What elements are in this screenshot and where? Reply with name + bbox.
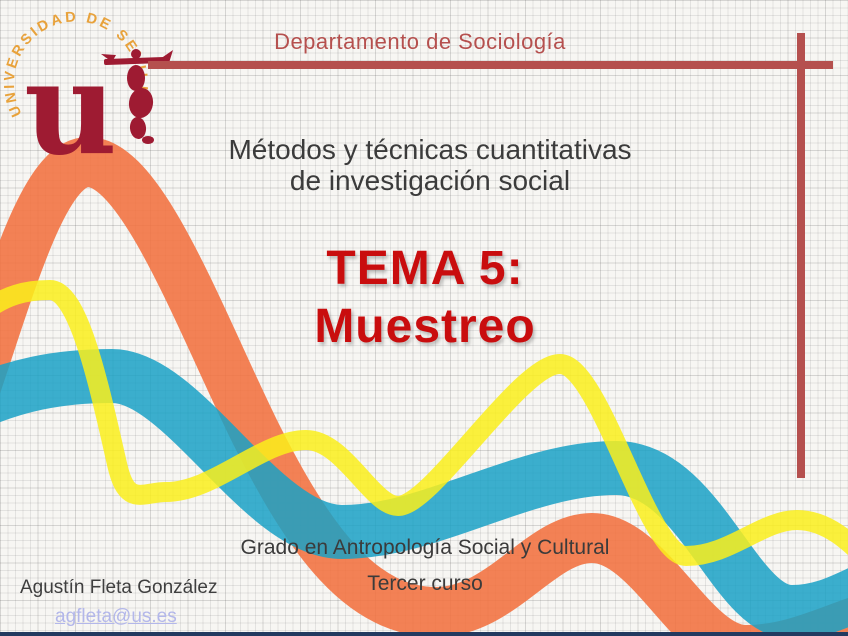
department-header: Departamento de Sociología	[274, 29, 566, 54]
author-email: agfleta@us.es	[55, 606, 315, 628]
logo-letter-u: u	[24, 34, 117, 175]
degree-line: Grado en Antropología Social y Cultural	[240, 536, 610, 559]
header-rule	[148, 61, 833, 69]
logo-arc-text: UNIVERSIDAD DE SEVILLA	[2, 9, 150, 119]
orange-wave	[0, 136, 848, 636]
footer-bar	[0, 632, 848, 636]
course-title: Métodos y técnicas cuantitativas de inve…	[228, 134, 632, 197]
email-link[interactable]: agfleta@us.es	[55, 606, 177, 627]
course-year-line: Tercer curso	[367, 572, 483, 595]
topic-title: TEMA 5: Muestreo	[314, 242, 536, 353]
author-name: Agustín Fleta González	[20, 577, 218, 598]
vertical-rule	[797, 33, 805, 478]
